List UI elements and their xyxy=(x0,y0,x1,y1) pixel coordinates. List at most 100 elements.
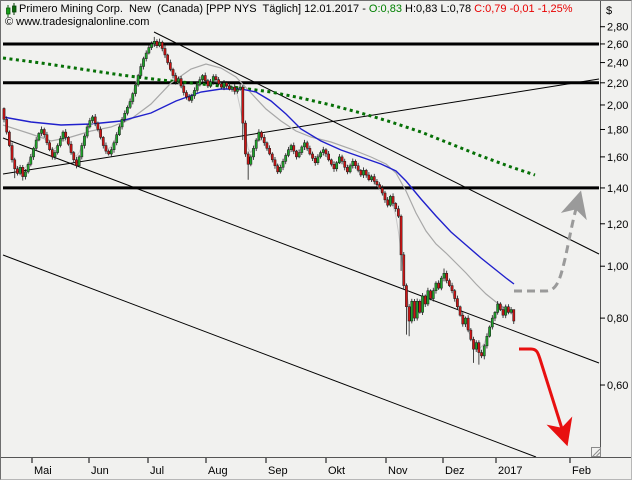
candle-body[interactable] xyxy=(120,119,124,128)
candle-body[interactable] xyxy=(268,148,271,155)
trend-lines[interactable] xyxy=(2,31,600,458)
candle-body[interactable] xyxy=(18,167,22,174)
candle-body[interactable] xyxy=(313,158,317,164)
candle-body[interactable] xyxy=(402,254,406,286)
candle-body[interactable] xyxy=(238,86,242,90)
candle-body[interactable] xyxy=(147,47,151,54)
candle-body[interactable] xyxy=(281,161,285,168)
candle-body[interactable] xyxy=(297,152,301,158)
candle-body[interactable] xyxy=(431,290,435,299)
candle-body[interactable] xyxy=(429,290,432,299)
candle-body[interactable] xyxy=(142,58,145,67)
candle-body[interactable] xyxy=(391,196,395,204)
candle-body[interactable] xyxy=(37,133,41,141)
candle-body[interactable] xyxy=(136,75,140,86)
candle-body[interactable] xyxy=(99,129,102,138)
candle-body[interactable] xyxy=(289,145,293,150)
candle-body[interactable] xyxy=(493,312,497,319)
x-tick-label[interactable]: 2017 xyxy=(498,465,522,477)
candle-body[interactable] xyxy=(488,326,491,337)
candle-body[interactable] xyxy=(359,170,363,176)
candle-body[interactable] xyxy=(77,156,81,167)
trend-line-downtrend-from-july-peak[interactable] xyxy=(153,31,600,255)
candle-body[interactable] xyxy=(123,113,127,120)
candle-body[interactable] xyxy=(246,153,250,165)
candle-body[interactable] xyxy=(211,76,215,82)
candle-body[interactable] xyxy=(405,285,408,308)
candle-body[interactable] xyxy=(262,137,266,144)
candle-body[interactable] xyxy=(29,156,33,165)
candle-body[interactable] xyxy=(144,52,148,59)
candle-body[interactable] xyxy=(104,145,108,152)
y-tick-label[interactable]: 1,40 xyxy=(607,183,628,195)
resize-grip-icon[interactable] xyxy=(591,447,601,457)
projection-arrow-down[interactable] xyxy=(519,347,573,447)
candle-body[interactable] xyxy=(40,129,43,134)
candle-body[interactable] xyxy=(56,145,60,153)
candle-body[interactable] xyxy=(45,134,49,144)
candle-body[interactable] xyxy=(319,152,322,158)
candle-body[interactable] xyxy=(260,131,263,138)
candle-body[interactable] xyxy=(80,145,84,158)
candle-body[interactable] xyxy=(126,107,129,114)
candle-body[interactable] xyxy=(311,153,314,159)
candle-body[interactable] xyxy=(464,317,467,325)
candle-body[interactable] xyxy=(509,309,513,313)
candle-body[interactable] xyxy=(461,314,465,325)
candle-body[interactable] xyxy=(445,273,449,281)
candle-body[interactable] xyxy=(166,54,170,63)
candle-body[interactable] xyxy=(300,146,304,153)
candle-body[interactable] xyxy=(364,170,368,176)
candle-body[interactable] xyxy=(24,171,27,177)
y-tick-label[interactable]: 0,60 xyxy=(607,380,628,392)
candle-body[interactable] xyxy=(394,203,398,210)
candle-body[interactable] xyxy=(278,167,282,173)
candle-body[interactable] xyxy=(209,81,212,87)
candle-body[interactable] xyxy=(244,122,247,155)
candle-body[interactable] xyxy=(93,116,97,124)
candle-body[interactable] xyxy=(236,88,239,92)
candle-body[interactable] xyxy=(407,306,411,322)
x-tick-label[interactable]: Jul xyxy=(150,465,164,477)
candle-body[interactable] xyxy=(295,150,298,158)
candle-body[interactable] xyxy=(134,84,137,94)
y-tick-label[interactable]: 1,60 xyxy=(607,152,628,164)
candle-body[interactable] xyxy=(85,126,89,137)
candle-body[interactable] xyxy=(426,290,430,305)
x-tick-label[interactable]: Sep xyxy=(268,465,288,477)
candle-body[interactable] xyxy=(367,174,371,181)
candle-body[interactable] xyxy=(448,280,451,286)
candle-body[interactable] xyxy=(101,137,105,146)
candle-body[interactable] xyxy=(421,295,424,313)
candle-body[interactable] xyxy=(2,108,6,120)
candle-body[interactable] xyxy=(128,101,132,108)
candle-body[interactable] xyxy=(413,301,416,319)
candle-body[interactable] xyxy=(53,152,57,158)
candle-body[interactable] xyxy=(351,161,355,167)
candle-body[interactable] xyxy=(195,84,199,91)
candle-body[interactable] xyxy=(91,116,94,121)
candle-body[interactable] xyxy=(329,159,333,165)
candle-body[interactable] xyxy=(507,306,510,313)
y-tick-label[interactable]: 1,80 xyxy=(607,124,628,136)
candle-body[interactable] xyxy=(131,93,135,102)
candle-body[interactable] xyxy=(16,168,19,174)
candle-body[interactable] xyxy=(107,150,110,155)
candle-body[interactable] xyxy=(338,156,341,164)
trend-line-rising-line[interactable] xyxy=(2,78,600,175)
candle-body[interactable] xyxy=(150,43,153,48)
trend-line-channel-lower[interactable] xyxy=(2,254,537,458)
candle-body[interactable] xyxy=(26,164,30,173)
x-tick-label[interactable]: Nov xyxy=(388,465,408,477)
candle-body[interactable] xyxy=(378,184,381,189)
candle-body[interactable] xyxy=(222,82,226,88)
y-tick-label[interactable]: 2,60 xyxy=(607,39,628,51)
candle-body[interactable] xyxy=(254,139,258,149)
candle-body[interactable] xyxy=(375,181,379,185)
trend-line-channel-upper[interactable] xyxy=(2,137,600,364)
candle-body[interactable] xyxy=(112,142,116,150)
candle-body[interactable] xyxy=(496,303,500,313)
candle-body[interactable] xyxy=(214,76,218,80)
